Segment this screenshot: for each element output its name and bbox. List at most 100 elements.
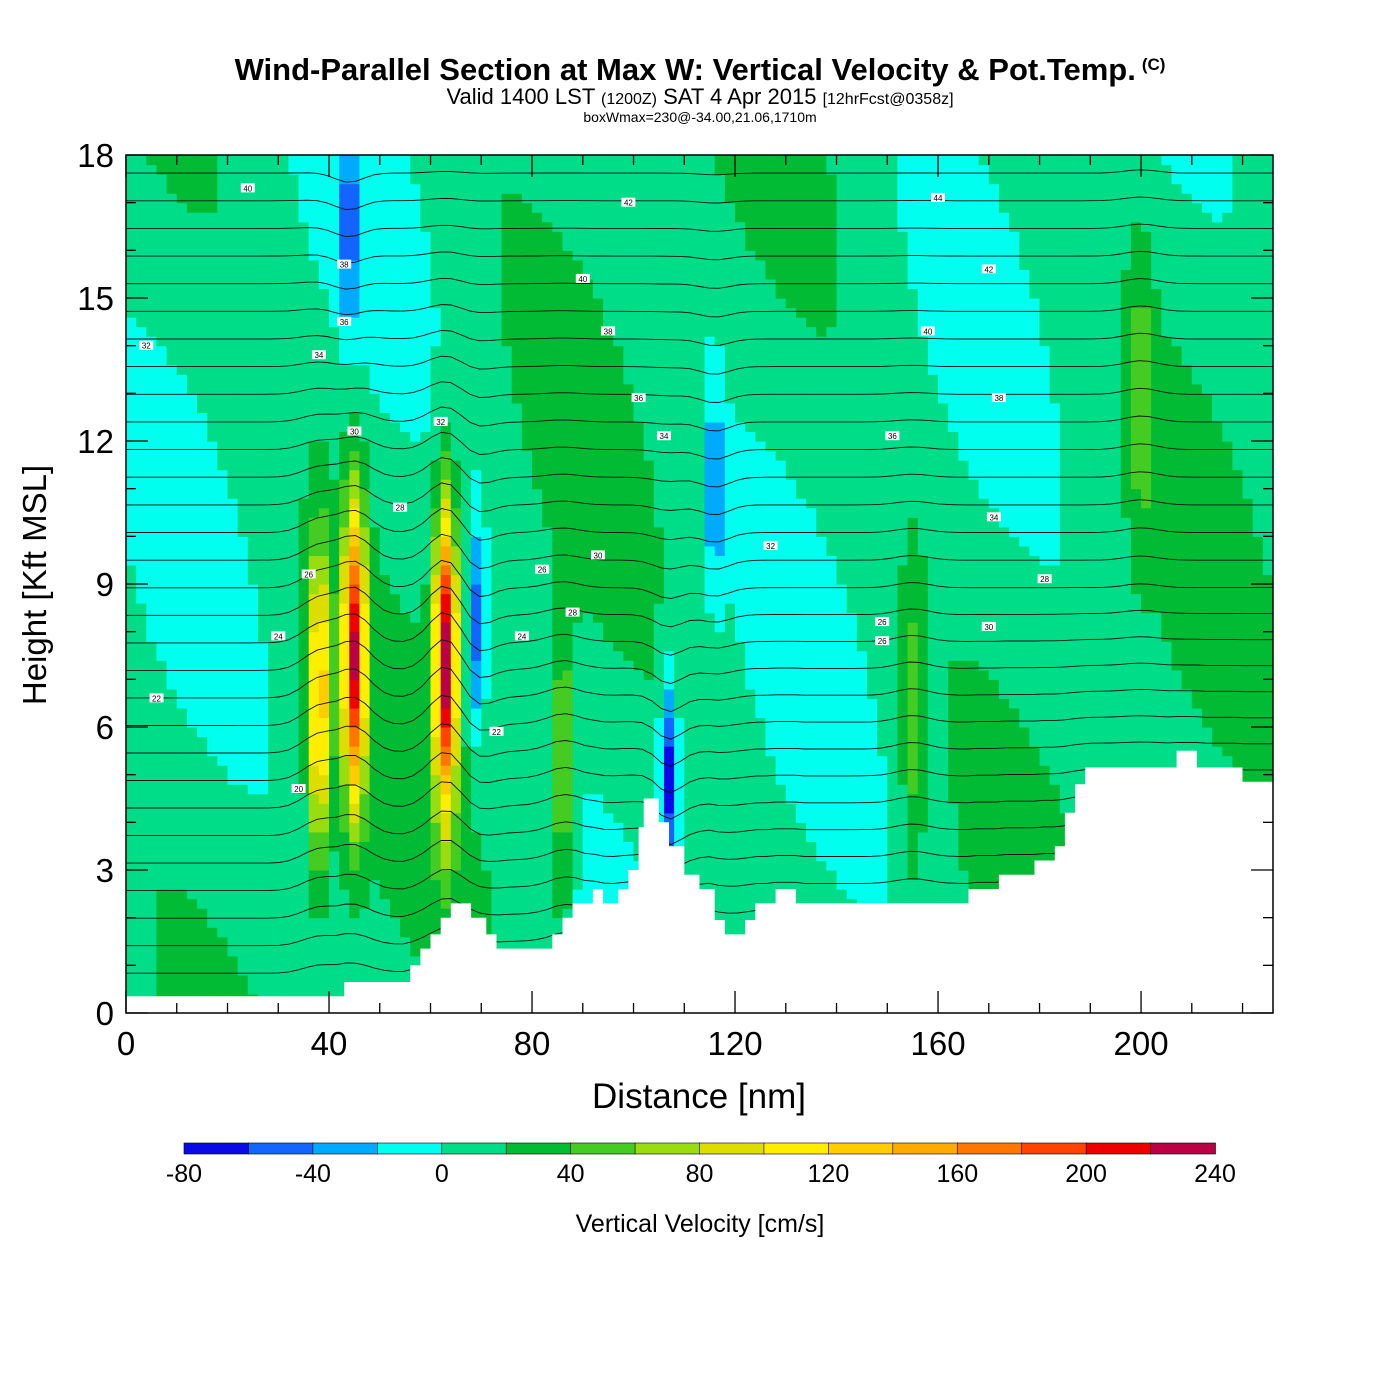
velocity-cell (176, 622, 188, 633)
velocity-cell (298, 984, 310, 995)
velocity-cell (359, 250, 371, 261)
velocity-cell (166, 669, 178, 680)
velocity-cell (572, 393, 584, 404)
velocity-cell (532, 612, 543, 623)
velocity-cell (329, 946, 340, 957)
velocity-cell (257, 374, 269, 385)
velocity-cell (582, 669, 594, 680)
velocity-cell (410, 431, 421, 442)
velocity-cell (400, 164, 411, 175)
velocity-cell (389, 812, 401, 823)
velocity-cell (684, 812, 696, 823)
velocity-cell (410, 288, 421, 299)
velocity-cell (288, 450, 300, 461)
velocity-cell (237, 669, 249, 680)
velocity-cell (623, 469, 635, 480)
velocity-cell (136, 946, 147, 957)
velocity-cell (603, 402, 614, 413)
velocity-cell (653, 727, 665, 738)
velocity-cell (186, 755, 198, 766)
velocity-cell (542, 669, 553, 680)
velocity-cell (349, 612, 361, 623)
velocity-cell (349, 860, 361, 871)
velocity-cell (288, 736, 300, 747)
velocity-cell (359, 889, 371, 900)
velocity-cell (278, 355, 290, 366)
velocity-cell (247, 259, 259, 270)
velocity-cell (156, 727, 168, 738)
velocity-cell (430, 212, 442, 223)
velocity-cell (460, 298, 472, 309)
velocity-cell (207, 193, 218, 204)
velocity-cell (562, 450, 574, 461)
velocity-cell (156, 269, 168, 280)
velocity-cell (369, 564, 381, 576)
velocity-cell (136, 412, 147, 423)
velocity-cell (562, 831, 574, 842)
velocity-cell (653, 650, 665, 661)
velocity-cell (329, 774, 340, 785)
velocity-cell (298, 917, 310, 928)
velocity-cell (359, 603, 371, 614)
velocity-cell (278, 212, 290, 223)
velocity-cell (592, 507, 604, 518)
velocity-cell (197, 622, 208, 633)
velocity-cell (430, 355, 442, 366)
velocity-cell (126, 946, 137, 957)
velocity-cell (430, 898, 442, 909)
velocity-cell (430, 603, 442, 614)
velocity-cell (329, 193, 340, 204)
velocity-cell (156, 765, 168, 776)
velocity-cell (227, 231, 239, 242)
velocity-cell (329, 688, 340, 699)
velocity-cell (552, 870, 564, 881)
velocity-cell (369, 193, 381, 204)
velocity-cell (410, 555, 421, 566)
velocity-cell (511, 669, 523, 680)
velocity-cell (197, 564, 208, 576)
velocity-cell (369, 955, 381, 966)
velocity-cell (136, 507, 147, 518)
velocity-cell (542, 698, 553, 709)
velocity-cell (460, 231, 472, 242)
velocity-cell (501, 402, 513, 413)
velocity-cell (653, 202, 665, 213)
velocity-cell (298, 278, 310, 290)
velocity-cell (308, 927, 320, 938)
velocity-cell (572, 193, 584, 204)
velocity-cell (247, 793, 259, 804)
velocity-cell (582, 612, 594, 623)
velocity-cell (663, 545, 675, 556)
velocity-cell (623, 774, 635, 785)
velocity-cell (420, 355, 432, 366)
velocity-cell (542, 784, 553, 795)
velocity-cell (491, 774, 503, 785)
velocity-cell (288, 355, 300, 366)
velocity-cell (592, 612, 604, 623)
velocity-cell (247, 326, 259, 337)
velocity-cell (197, 336, 208, 347)
velocity-cell (156, 917, 168, 928)
velocity-cell (369, 641, 381, 652)
velocity-cell (643, 402, 655, 413)
velocity-cell (339, 536, 350, 547)
velocity-cell (339, 936, 350, 947)
velocity-cell (430, 746, 442, 757)
velocity-cell (603, 765, 614, 776)
velocity-cell (450, 259, 462, 270)
velocity-cell (156, 374, 168, 385)
velocity-cell (136, 212, 147, 223)
velocity-cell (126, 412, 137, 423)
velocity-cell (410, 908, 421, 919)
velocity-cell (308, 603, 320, 614)
velocity-cell (329, 450, 340, 461)
velocity-cell (156, 965, 168, 976)
velocity-cell (217, 765, 229, 776)
velocity-cell (339, 612, 350, 623)
velocity-cell (329, 784, 340, 795)
velocity-cell (684, 822, 696, 833)
velocity-cell (389, 460, 401, 471)
velocity-cell (166, 526, 178, 537)
velocity-cell (237, 917, 249, 928)
velocity-cell (349, 755, 361, 766)
